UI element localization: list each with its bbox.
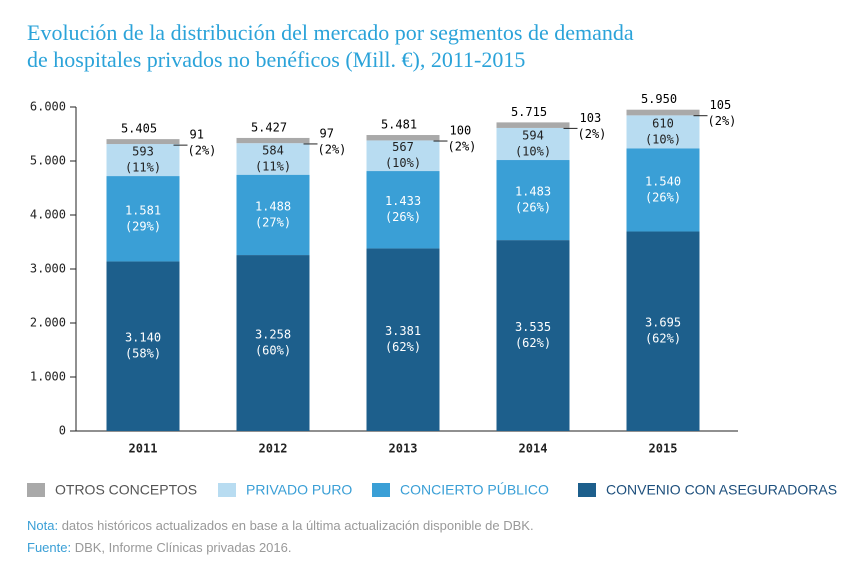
- legend-label: CONCIERTO PÚBLICO: [400, 482, 549, 498]
- bar-segment: [106, 144, 180, 177]
- pct-label: (26%): [645, 190, 681, 204]
- y-tick-label: 4.000: [30, 208, 66, 222]
- value-label: 594: [522, 128, 544, 142]
- bar-segment: [236, 143, 310, 175]
- value-label: 91: [190, 128, 204, 142]
- pct-label: (2%): [578, 127, 607, 141]
- value-label: 3.535: [515, 320, 551, 334]
- bar-segment: [626, 109, 700, 116]
- value-label: 100: [450, 124, 472, 138]
- bar-segment: [366, 140, 440, 172]
- value-label: 610: [652, 116, 674, 130]
- bar-segment: [236, 174, 310, 256]
- value-label: 3.140: [125, 331, 161, 345]
- value-label: 97: [320, 126, 334, 140]
- y-tick-label: 6.000: [30, 100, 66, 114]
- bar-segment: [496, 160, 570, 241]
- bar-segment: [366, 248, 440, 431]
- bar-segment: [366, 171, 440, 249]
- bar-segment: [496, 240, 570, 431]
- x-tick-label: 2014: [519, 442, 548, 456]
- bar-segment: [236, 137, 310, 144]
- value-label: 567: [392, 140, 414, 154]
- x-tick-label: 2011: [129, 442, 158, 456]
- value-label: 584: [262, 143, 284, 157]
- value-label: 3.258: [255, 328, 291, 342]
- pct-label: (10%): [385, 156, 421, 170]
- value-label: 103: [580, 111, 602, 125]
- bar-segment: [496, 127, 570, 161]
- note-key: Fuente:: [27, 540, 71, 555]
- pct-label: (10%): [515, 144, 551, 158]
- pct-label: (10%): [645, 132, 681, 146]
- pct-label: (2%): [188, 144, 217, 158]
- value-label: 1.483: [515, 185, 551, 199]
- y-tick-label: 0: [59, 424, 66, 438]
- bar-segment: [496, 122, 570, 128]
- pct-label: (62%): [645, 332, 681, 346]
- bar-segment: [236, 255, 310, 431]
- pct-label: (27%): [255, 215, 291, 229]
- total-label: 5.715: [511, 105, 547, 119]
- note-text: DBK, Informe Clínicas privadas 2016.: [71, 540, 291, 555]
- bar-segment: [626, 231, 700, 431]
- legend-label: CONVENIO CON ASEGURADORAS: [606, 482, 837, 498]
- y-tick-label: 2.000: [30, 316, 66, 330]
- total-label: 5.427: [251, 120, 287, 134]
- value-label: 3.381: [385, 324, 421, 338]
- value-label: 3.695: [645, 316, 681, 330]
- note: Nota: datos históricos actualizados en b…: [27, 518, 534, 533]
- value-label: 1.540: [645, 174, 681, 188]
- total-label: 5.405: [121, 122, 157, 136]
- value-label: 593: [132, 145, 154, 159]
- bar-segment: [106, 176, 180, 262]
- value-label: 1.488: [255, 199, 291, 213]
- pct-label: (62%): [515, 336, 551, 350]
- bar-segment: [106, 261, 180, 431]
- legend-swatch: [578, 483, 596, 497]
- pct-label: (11%): [255, 159, 291, 173]
- y-tick-label: 1.000: [30, 370, 66, 384]
- x-tick-label: 2013: [389, 442, 418, 456]
- note-key: Nota:: [27, 518, 58, 533]
- pct-label: (26%): [385, 210, 421, 224]
- total-label: 5.481: [381, 118, 417, 132]
- pct-label: (58%): [125, 347, 161, 361]
- value-label: 105: [710, 98, 732, 112]
- pct-label: (60%): [255, 344, 291, 358]
- pct-label: (2%): [708, 114, 737, 128]
- pct-label: (2%): [448, 140, 477, 154]
- legend-swatch: [218, 483, 236, 497]
- value-label: 1.581: [125, 203, 161, 217]
- y-tick-label: 5.000: [30, 154, 66, 168]
- legend-label: OTROS CONCEPTOS: [55, 482, 197, 498]
- pct-label: (29%): [125, 219, 161, 233]
- legend-swatch: [27, 483, 45, 497]
- x-tick-label: 2012: [259, 442, 288, 456]
- pct-label: (11%): [125, 161, 161, 175]
- bar-segment: [626, 148, 700, 232]
- bar-segment: [106, 139, 180, 145]
- chart-title: de hospitales privados no benéficos (Mil…: [27, 47, 525, 72]
- chart-title: Evolución de la distribución del mercado…: [27, 20, 634, 45]
- note: Fuente: DBK, Informe Clínicas privadas 2…: [27, 540, 291, 555]
- bar-segment: [366, 135, 440, 141]
- pct-label: (26%): [515, 201, 551, 215]
- pct-label: (2%): [318, 142, 347, 156]
- legend-swatch: [372, 483, 390, 497]
- pct-label: (62%): [385, 340, 421, 354]
- x-tick-label: 2015: [649, 442, 678, 456]
- y-tick-label: 3.000: [30, 262, 66, 276]
- value-label: 1.433: [385, 194, 421, 208]
- bar-segment: [626, 115, 700, 149]
- legend-label: PRIVADO PURO: [246, 482, 352, 498]
- total-label: 5.950: [641, 92, 677, 106]
- note-text: datos históricos actualizados en base a …: [58, 518, 534, 533]
